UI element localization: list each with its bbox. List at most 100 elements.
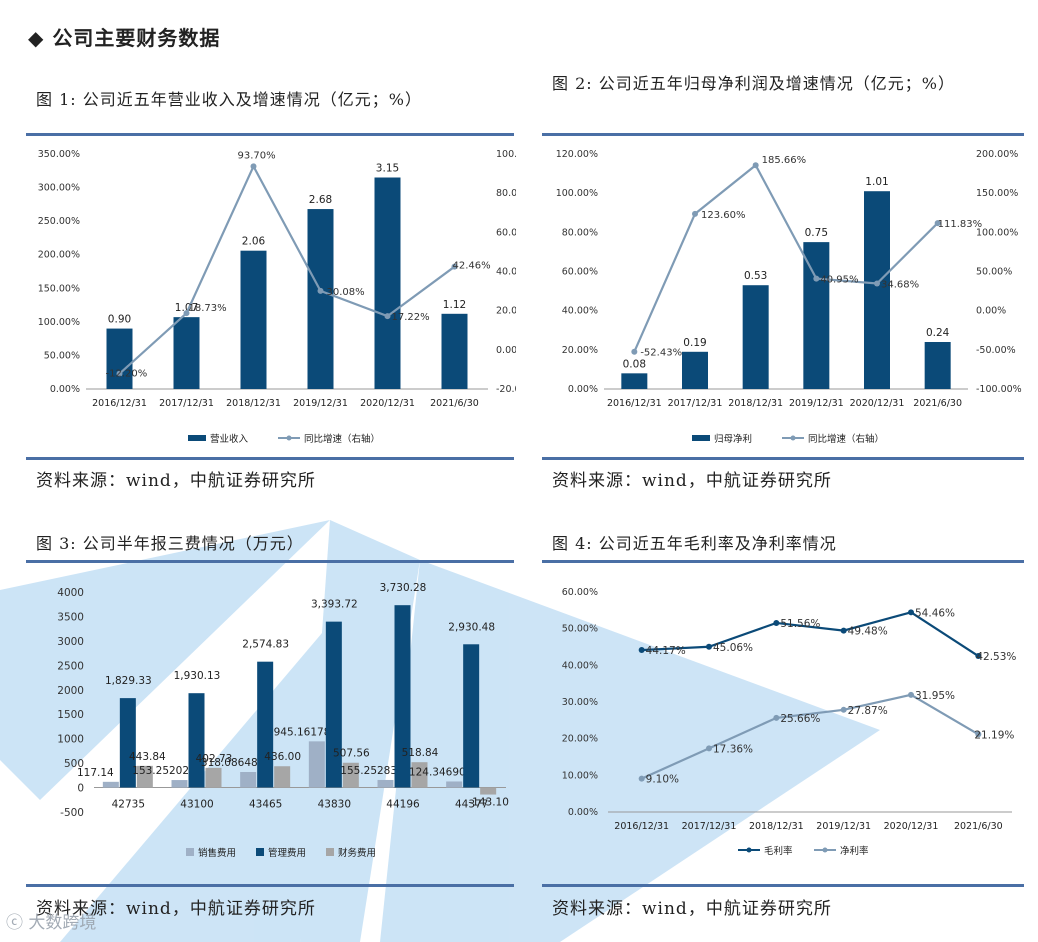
legend-swatch-bar [692, 435, 710, 441]
growth-point [692, 210, 698, 217]
figure-3-title: 图 3: 公司半年报三费情况（万元） [36, 534, 304, 553]
x-tick-label: 44196 [386, 799, 420, 811]
bar [240, 250, 267, 389]
gross-margin-point [975, 653, 982, 660]
growth-data-label: 17.22% [392, 312, 430, 323]
bar-data-label: 0.90 [108, 314, 131, 326]
net-margin-point [975, 731, 982, 738]
legend-swatch [256, 848, 264, 856]
growth-point [116, 370, 123, 377]
bar-data-label: 2.68 [309, 194, 332, 206]
figure-3-bottom-rule [26, 884, 514, 887]
gross-margin-line [641, 611, 979, 657]
right-tick-label: -100.00% [976, 384, 1022, 395]
x-tick-label: 43100 [180, 799, 213, 811]
y-tick-label: 3500 [57, 611, 84, 623]
gross-margin-point [840, 627, 847, 634]
bar-data-label: 117.14 [77, 767, 114, 779]
left-tick-label: 350.00% [38, 149, 80, 160]
net-margin-line [641, 693, 979, 780]
growth-data-label: 93.70% [238, 150, 276, 161]
bar-admin [188, 693, 205, 788]
bar-data-label: 3.15 [376, 163, 399, 175]
figure-3-chart: -500 0 500 1000 1500 2000 2500 3000 3500 4000 117.… [57, 582, 509, 859]
gross-margin-point [638, 647, 645, 654]
x-tick-label: 2019/12/31 [816, 821, 871, 832]
bar-data-label: 0.75 [805, 227, 828, 239]
y-tick-label: 10.00% [562, 770, 598, 781]
growth-point [934, 220, 941, 227]
line-data-label: 49.48% [848, 626, 888, 638]
left-tick-label: 0.00% [568, 384, 598, 395]
y-tick-label: 4000 [57, 587, 84, 599]
bar-finance [480, 787, 497, 795]
line-data-label: 42.53% [976, 651, 1016, 663]
left-tick-label: 80.00% [562, 227, 598, 238]
left-tick-label: 60.00% [562, 267, 598, 278]
x-tick-label: 2020/12/31 [360, 398, 415, 409]
figure-2-source: 资料来源：wind，中航证券研究所 [552, 471, 832, 491]
bar-data-label: 1,930.13 [174, 670, 221, 682]
x-tick-label: 2021/6/30 [913, 398, 962, 409]
bar [173, 317, 200, 389]
x-tick-label: 2020/12/31 [884, 821, 939, 832]
bar-sales [446, 781, 463, 788]
watermark-logo-icon: ⓒ [6, 913, 23, 933]
bar-admin [463, 644, 480, 788]
bar-data-label: 3,730.28 [380, 582, 427, 594]
figure-2-bottom-rule [542, 457, 1024, 460]
growth-data-label: 40.95% [820, 275, 858, 286]
x-tick-label: 2021/6/30 [954, 821, 1003, 832]
line-data-label: 9.10% [646, 774, 679, 786]
bar-sales [240, 772, 257, 788]
figure-2-title: 图 2: 公司近五年归母净利润及增速情况（亿元；%） [552, 74, 955, 93]
legend-swatch-point [822, 847, 828, 853]
figure-2-chart: 0.00% 20.00% 40.00% 60.00% 80.00% 100.00% 120.… [556, 149, 1022, 445]
figure-4-chart: 0.00% 10.00% 20.00% 30.00% 40.00% 50.00% 60.00… [562, 587, 1017, 857]
bar-data-label: 0.53 [744, 270, 767, 282]
bar-data-label: 436.00 [264, 751, 301, 763]
growth-line [118, 163, 456, 375]
left-tick-label: 100.00% [38, 317, 80, 328]
y-tick-label: 1000 [57, 734, 84, 746]
legend-swatch [186, 848, 194, 856]
y-tick-label: 2500 [57, 660, 84, 672]
bar-data-label: 0.08 [623, 358, 646, 370]
figure-2-top-rule [542, 133, 1024, 136]
x-tick-label: 2018/12/31 [226, 398, 281, 409]
left-tick-label: 300.00% [38, 183, 80, 194]
net-margin-point [840, 706, 847, 713]
legend-swatch [326, 848, 334, 856]
line-data-label: 51.56% [780, 618, 820, 630]
gross-margin-point [908, 609, 914, 616]
x-tick-label: 43465 [249, 799, 282, 811]
line-data-label: 27.87% [848, 705, 888, 717]
bar-sales [171, 780, 188, 788]
x-tick-label: 2020/12/31 [850, 398, 905, 409]
line-data-label: 17.36% [713, 743, 753, 755]
net-margin-point [773, 714, 780, 721]
line-data-label: 45.06% [713, 642, 753, 654]
legend-label: 净利率 [840, 845, 869, 857]
growth-data-label: 123.60% [701, 210, 746, 221]
figure-4-top-rule [542, 560, 1024, 563]
figure-1-top-rule [26, 133, 514, 136]
left-tick-label: 150.00% [38, 283, 80, 294]
bar-data-label: 0.24 [926, 327, 950, 339]
line-data-label: 44.17% [646, 645, 686, 657]
left-tick-label: 250.00% [38, 216, 80, 227]
bar-finance [411, 762, 428, 788]
bar [924, 342, 951, 389]
growth-point [317, 287, 324, 294]
growth-data-label: -52.43% [640, 348, 682, 359]
bar [803, 242, 830, 389]
bar-sales [102, 781, 119, 788]
figure-4-bottom-rule [542, 884, 1024, 887]
growth-point [183, 310, 190, 317]
x-tick-label: 2018/12/31 [728, 398, 783, 409]
y-tick-label: -500 [60, 807, 84, 819]
x-tick-label: 2018/12/31 [749, 821, 804, 832]
x-tick-label: 2017/12/31 [159, 398, 214, 409]
bar-data-label: 153.252027 [132, 765, 195, 777]
bar [106, 328, 133, 389]
